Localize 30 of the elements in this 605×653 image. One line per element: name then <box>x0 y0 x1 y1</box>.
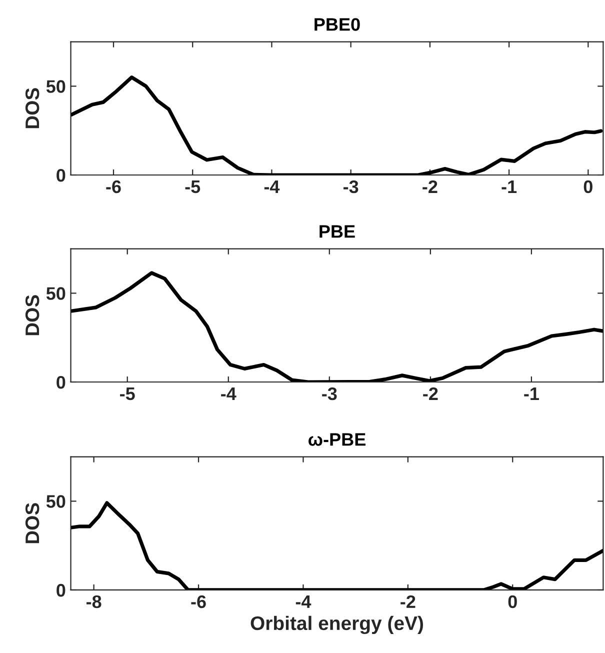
x-tick-label: -4 <box>264 180 280 193</box>
y-tick-label: 50 <box>46 495 66 508</box>
x-tick-label: -4 <box>221 388 236 400</box>
x-tick-label: 0 <box>508 595 517 608</box>
x-axis-title: Orbital energy (eV) <box>250 616 424 634</box>
x-tick-label: 0 <box>584 180 592 194</box>
x-tick-label: -5 <box>120 388 135 400</box>
y-tick-label: 50 <box>46 80 66 93</box>
chart-title: PBE <box>320 225 355 238</box>
y-tick-label: 0 <box>56 584 66 597</box>
chart-title: PBE0 <box>314 18 360 31</box>
x-tick-label: -6 <box>191 595 206 608</box>
y-axis-title: DOS <box>25 88 40 128</box>
chart-title: ω-PBE <box>308 433 366 446</box>
x-tick-label: -3 <box>344 180 358 194</box>
y-tick-label: 0 <box>56 376 66 389</box>
x-tick-label: -5 <box>185 180 200 194</box>
x-tick-label: -2 <box>400 595 416 608</box>
x-tick-label: -1 <box>502 180 517 193</box>
x-tick-label: -1 <box>524 388 539 400</box>
x-tick-label: -8 <box>86 595 102 608</box>
x-tick-label: -2 <box>423 387 438 400</box>
x-tick-label: -2 <box>422 180 438 193</box>
y-axis-title: DOS <box>25 503 40 544</box>
x-tick-label: -6 <box>106 180 121 194</box>
x-tick-label: -3 <box>322 387 337 400</box>
x-tick-label: -4 <box>296 596 312 608</box>
y-tick-label: 50 <box>46 287 66 300</box>
y-axis-title: DOS <box>25 295 40 336</box>
y-tick-label: 0 <box>56 168 66 182</box>
